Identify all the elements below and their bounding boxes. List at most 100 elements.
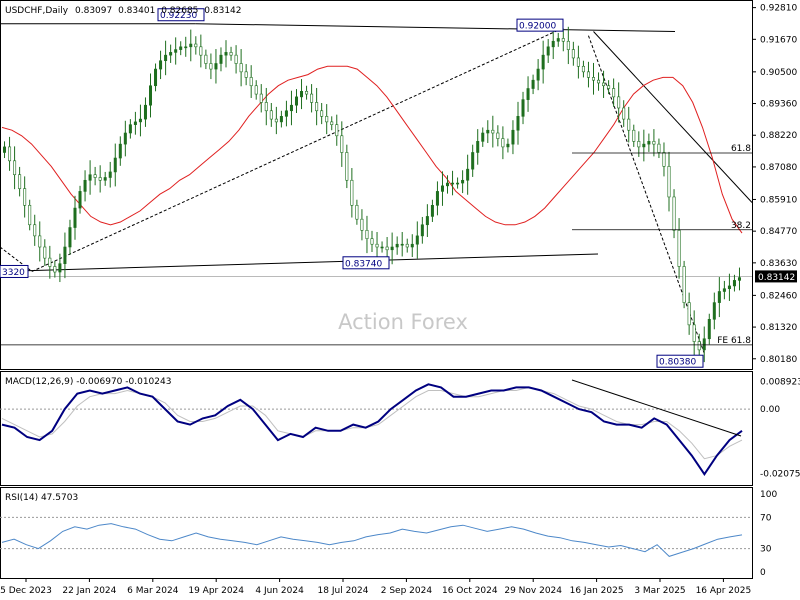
- candle-body: [440, 185, 444, 192]
- candle-body: [294, 96, 298, 106]
- candle-body: [169, 52, 173, 56]
- candle-body: [103, 177, 107, 181]
- rsi-axis: 100 70 30 0: [760, 490, 777, 578]
- price-label-box: [0, 264, 29, 278]
- rsi-tick-label: 0: [760, 568, 766, 578]
- price-label-box: [516, 18, 564, 32]
- candle-body: [179, 46, 183, 50]
- fib-label: 38.2: [731, 221, 751, 231]
- candle-body: [8, 146, 12, 162]
- candle-body: [627, 118, 631, 131]
- candle-body: [556, 38, 560, 42]
- price-label-box: [157, 8, 205, 22]
- candle-body: [531, 79, 535, 89]
- candle-body: [551, 40, 555, 48]
- upper-channel-line-ext: [195, 23, 676, 33]
- price-label-box: [342, 256, 390, 270]
- candle-body: [526, 88, 530, 100]
- candles: [3, 26, 741, 363]
- fibonacci-levels: 61.8 38.2 FE 61.8: [0, 144, 752, 346]
- candle-body: [3, 146, 7, 153]
- macd-trendline: [571, 379, 742, 437]
- price-label-box: [656, 354, 704, 368]
- candle-body: [88, 174, 92, 181]
- candle-body: [491, 129, 495, 134]
- candle-body: [717, 291, 721, 303]
- falling-trendline: [593, 31, 753, 203]
- candle-body: [732, 280, 736, 287]
- candle-body: [612, 88, 616, 98]
- candle-body: [405, 243, 409, 248]
- candle-body: [214, 63, 218, 70]
- candle-body: [164, 54, 168, 62]
- candle-body: [78, 191, 82, 209]
- dashed-rise-line: [31, 29, 559, 272]
- price-tick-label: 0.81320: [760, 323, 797, 333]
- price-label: 3320: [2, 268, 25, 278]
- time-tick-label: 18 Jul 2024: [318, 586, 369, 596]
- candle-body: [727, 285, 731, 290]
- candle-body: [657, 143, 661, 153]
- candle-body: [269, 110, 273, 120]
- candle-body: [38, 235, 42, 248]
- candle-body: [259, 93, 263, 103]
- dashed-left-line: [0, 246, 33, 272]
- price-label: 0.80380: [659, 358, 696, 368]
- candle-body: [159, 60, 163, 70]
- candle-body: [461, 179, 465, 184]
- candle-body: [561, 38, 565, 42]
- candle-body: [662, 152, 666, 167]
- candle-body: [274, 118, 278, 123]
- price-tick-label: 0.88220: [760, 131, 797, 141]
- candle-body: [128, 124, 132, 134]
- candle-body: [320, 110, 324, 117]
- candle-body: [335, 124, 339, 137]
- candle-body: [682, 266, 686, 303]
- candle-body: [622, 107, 626, 120]
- candle-body: [209, 63, 213, 70]
- candle-body: [365, 230, 369, 239]
- candle-body: [400, 243, 404, 246]
- candle-body: [576, 57, 580, 67]
- price-label: 0.83740: [345, 259, 382, 269]
- price-panel: [0, 0, 753, 370]
- price-axis: 0.92810 0.91670 0.90500 0.89360 0.88220 0.870…: [752, 4, 797, 365]
- candle-body: [602, 82, 606, 87]
- candle-body: [219, 54, 223, 64]
- time-tick-label: 6 Mar 2024: [127, 586, 179, 596]
- ohlc-high: 0.83401: [118, 6, 155, 16]
- candle-body: [395, 243, 399, 248]
- candle-body: [199, 46, 203, 56]
- time-tick-label: 16 Apr 2025: [696, 586, 752, 596]
- candle-body: [58, 263, 62, 273]
- candle-body: [83, 179, 87, 192]
- watermark: Action Forex: [338, 310, 468, 334]
- price-label: 0.92000: [519, 22, 556, 32]
- price-tick-label: 0.91670: [760, 35, 797, 45]
- candle-body: [385, 246, 389, 251]
- candle-body: [571, 49, 575, 59]
- candle-body: [149, 85, 153, 106]
- candle-body: [13, 160, 17, 176]
- candle-body: [264, 102, 268, 112]
- candle-body: [63, 246, 67, 264]
- candle-body: [279, 116, 283, 123]
- ohlc-close: 0.83142: [204, 6, 241, 16]
- candle-body: [642, 143, 646, 148]
- candle-body: [617, 96, 621, 109]
- candle-body: [672, 196, 676, 231]
- macd-signal-line: [1, 386, 743, 460]
- candle-body: [154, 68, 158, 87]
- macd-tick-label: 0.00: [760, 405, 780, 415]
- last-price-tag: [755, 270, 797, 283]
- macd-tick-label: -0.020759: [760, 469, 800, 479]
- candle-body: [722, 288, 726, 292]
- candle-body: [73, 207, 77, 228]
- candle-body: [194, 43, 198, 48]
- price-tick-label: 0.84770: [760, 227, 797, 237]
- candle-body: [305, 91, 309, 95]
- time-axis: 5 Dec 2023 22 Jan 2024 6 Mar 2024 19 Apr 20…: [0, 578, 751, 596]
- candle-body: [189, 43, 193, 48]
- candle-body: [410, 243, 414, 248]
- rsi-grid: [0, 516, 752, 550]
